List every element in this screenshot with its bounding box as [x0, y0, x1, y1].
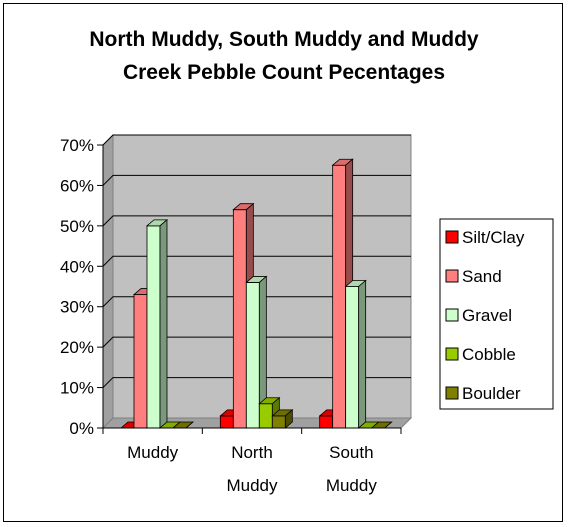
gridline — [102, 134, 411, 146]
legend-swatch — [445, 308, 459, 322]
y-tick-label: 70% — [60, 136, 94, 155]
legend-swatch — [445, 230, 459, 244]
y-tick-label: 0% — [69, 419, 94, 438]
x-tick-label: Muddy — [127, 443, 179, 462]
chart-title-line-1: North Muddy, South Muddy and Muddy — [89, 28, 479, 51]
gridline — [102, 377, 411, 388]
bar — [344, 279, 367, 429]
legend-label: Gravel — [462, 306, 512, 325]
x-axis: Muddy North Muddy South Muddy — [102, 427, 402, 495]
y-tick-label: 30% — [60, 298, 94, 317]
y-tick-label: 60% — [60, 176, 94, 195]
legend-item: Boulder — [445, 384, 521, 403]
legend-label: Boulder — [462, 384, 521, 403]
gridline — [102, 215, 411, 227]
gridlines — [102, 134, 411, 388]
x-tick-label: Muddy — [226, 476, 278, 495]
gridline — [102, 255, 411, 267]
gridline — [102, 336, 411, 348]
y-tick-label: 10% — [60, 379, 94, 398]
legend-swatch — [445, 269, 459, 283]
x-tick-label: Muddy — [326, 476, 378, 495]
y-axis: 0% 10% 20% 30% 40% 50% 60% 70% — [60, 136, 104, 438]
x-tick-label: South — [329, 443, 373, 462]
bar — [145, 218, 169, 429]
gridline — [102, 174, 411, 186]
chart-title-line-2: Creek Pebble Count Pecentages — [123, 61, 445, 84]
plot-side-wall — [102, 133, 114, 430]
legend-item: Sand — [445, 267, 502, 286]
legend-label: Silt/Clay — [462, 228, 525, 247]
legend-label: Sand — [462, 267, 502, 286]
legend: Silt/Clay Sand Gravel Cobble Boulder — [445, 228, 525, 403]
legend-item: Gravel — [445, 306, 512, 325]
legend-box — [439, 218, 554, 410]
legend-label: Cobble — [462, 345, 516, 364]
y-tick-label: 20% — [60, 338, 94, 357]
bars — [119, 158, 393, 429]
x-tick-label: North — [231, 443, 273, 462]
legend-item: Cobble — [445, 345, 516, 364]
y-tick-label: 40% — [60, 257, 94, 276]
legend-item: Silt/Clay — [445, 228, 525, 247]
gridline — [102, 296, 411, 308]
y-tick-label: 50% — [60, 217, 94, 236]
legend-swatch — [445, 347, 459, 361]
legend-swatch — [445, 386, 459, 400]
